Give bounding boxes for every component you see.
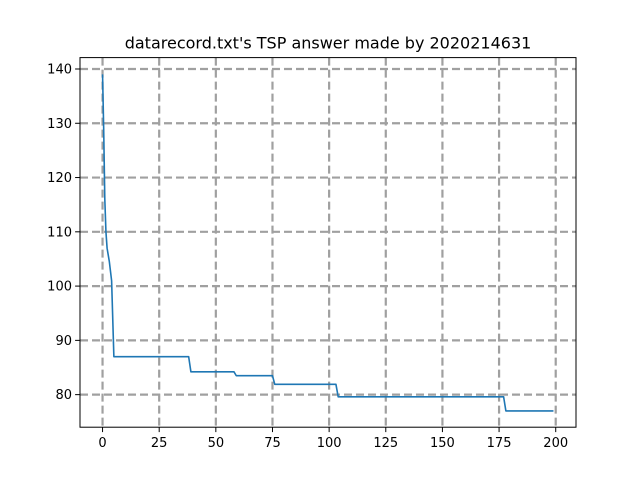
y-tick-label: 110	[47, 225, 72, 240]
x-tick-label: 200	[543, 436, 568, 451]
x-tick-label: 50	[208, 436, 225, 451]
chart-title: datarecord.txt's TSP answer made by 2020…	[125, 34, 532, 53]
grid-layer	[80, 57, 576, 428]
x-tick-label: 0	[98, 436, 106, 451]
x-tick-label: 25	[151, 436, 168, 451]
y-tick-label: 140	[47, 62, 72, 77]
y-tick-label: 120	[47, 171, 72, 186]
x-tick-label: 100	[317, 436, 342, 451]
y-tick-label: 90	[55, 334, 72, 349]
tick-layer: 0 25 50 75 100 125 150 175 200 80 90 100 110 120 130 14…	[47, 62, 568, 451]
x-tick-label: 150	[430, 436, 455, 451]
series-layer	[101, 74, 554, 412]
y-tick-label: 100	[47, 280, 72, 295]
series-line	[101, 74, 554, 412]
x-tick-label: 75	[264, 436, 281, 451]
axes-frame	[79, 57, 577, 428]
y-tick-label: 80	[55, 388, 72, 403]
x-tick-label: 125	[373, 436, 398, 451]
y-tick-label: 130	[47, 117, 72, 132]
x-tick-label: 175	[487, 436, 512, 451]
